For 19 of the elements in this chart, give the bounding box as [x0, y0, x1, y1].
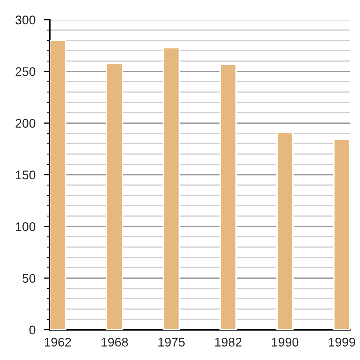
- x-tick-label: 1982: [215, 338, 242, 347]
- y-tick-label: 50: [22, 274, 36, 283]
- bar: [162, 47, 180, 330]
- y-tick-label: 200: [16, 119, 36, 128]
- bar: [276, 132, 294, 330]
- y-tick-label: 100: [16, 222, 36, 232]
- x-tick-label: 1999: [329, 338, 356, 347]
- bar: [333, 139, 350, 330]
- x-tick-label: 1975: [158, 338, 185, 347]
- y-tick-label: 0: [30, 326, 36, 335]
- bar: [220, 64, 238, 330]
- y-tick-label: 300: [16, 16, 36, 25]
- bar: [50, 40, 67, 330]
- x-tick-label: 1990: [272, 338, 299, 347]
- x-tick-label: 1962: [45, 338, 72, 347]
- bar: [106, 62, 124, 330]
- y-tick-label: 250: [16, 67, 36, 76]
- y-tick-label: 150: [16, 170, 36, 180]
- x-tick-label: 1968: [102, 338, 128, 347]
